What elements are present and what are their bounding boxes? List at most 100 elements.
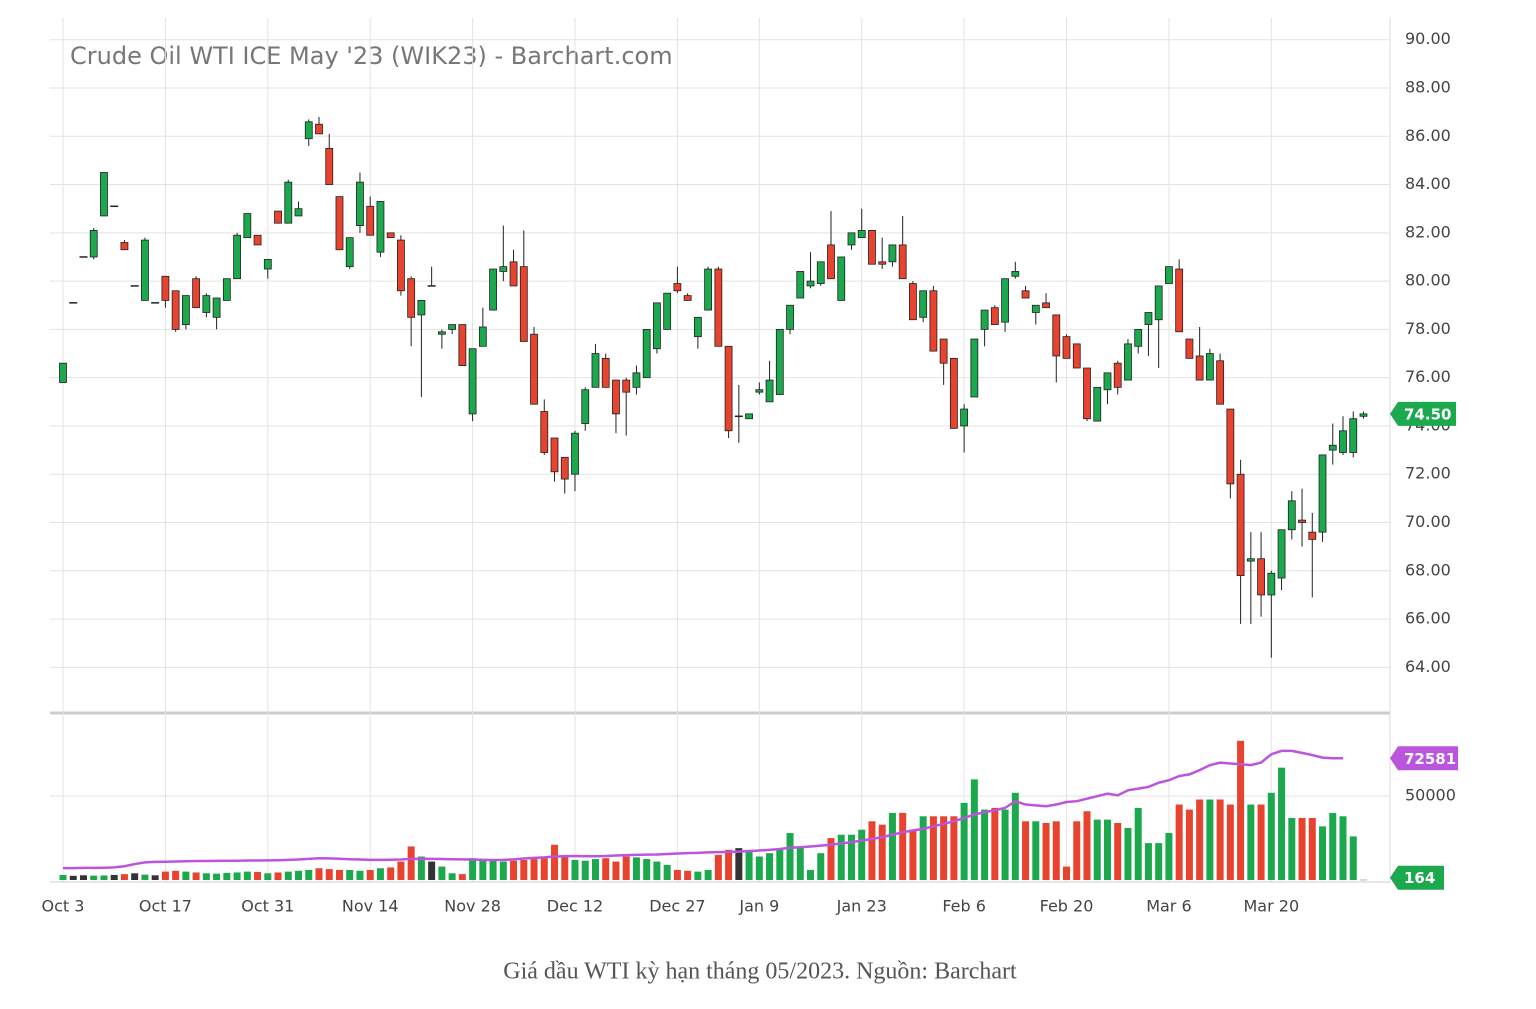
volume-bar bbox=[868, 821, 876, 880]
candle-body bbox=[1257, 558, 1265, 596]
volume-bar bbox=[1134, 807, 1142, 880]
volume-bar bbox=[1144, 843, 1152, 880]
candle-body bbox=[1165, 266, 1173, 284]
candle-body bbox=[1175, 268, 1184, 333]
volume-bar bbox=[243, 871, 251, 880]
candle-body bbox=[663, 292, 672, 330]
volume-bar bbox=[981, 809, 989, 880]
candle-body bbox=[1124, 343, 1132, 381]
candle-body bbox=[1226, 408, 1235, 485]
caption: Giá dầu WTI kỳ hạn tháng 05/2023. Nguồn:… bbox=[503, 959, 1017, 985]
candle-body bbox=[1267, 572, 1276, 596]
candle-body bbox=[827, 244, 835, 280]
badge bbox=[1390, 746, 1458, 771]
volume-bar bbox=[1175, 804, 1183, 880]
volume-bar bbox=[1359, 879, 1367, 881]
candle-body bbox=[1134, 328, 1143, 347]
volume-bar bbox=[632, 857, 640, 880]
volume-bar bbox=[131, 873, 139, 880]
candle-body bbox=[171, 290, 180, 330]
candle-body bbox=[530, 333, 538, 405]
candle-body bbox=[1001, 278, 1009, 323]
candle-body bbox=[376, 201, 385, 253]
volume-bar bbox=[233, 872, 241, 880]
volume-bar bbox=[776, 848, 784, 880]
volume-bar bbox=[202, 873, 210, 880]
x-tick-label: Oct 3 bbox=[42, 897, 85, 916]
volume-bar bbox=[1032, 821, 1040, 880]
volume-bar bbox=[1124, 828, 1132, 880]
candle-body bbox=[181, 295, 190, 325]
candle-body bbox=[192, 278, 201, 309]
volume-bar bbox=[602, 858, 610, 880]
candle-body bbox=[745, 413, 753, 420]
volume-bar bbox=[909, 829, 917, 880]
volume-bar bbox=[1185, 809, 1193, 880]
candle-body bbox=[857, 230, 866, 239]
candle-body bbox=[489, 268, 497, 311]
candle-body bbox=[550, 437, 559, 473]
volume-bar bbox=[878, 824, 886, 880]
volume-bar bbox=[817, 853, 825, 880]
volume-bar bbox=[407, 846, 415, 880]
volume-bar bbox=[796, 846, 804, 880]
volume-bar bbox=[991, 807, 999, 880]
candle-body bbox=[1298, 519, 1306, 523]
ma-label: 72581 bbox=[1404, 750, 1456, 768]
volume-bar bbox=[888, 812, 896, 880]
candle-body bbox=[601, 357, 610, 388]
candle-body bbox=[816, 261, 825, 284]
volume-bar bbox=[315, 868, 323, 880]
x-tick-label: Dec 12 bbox=[547, 897, 603, 916]
volume-bar bbox=[858, 829, 866, 880]
volume-bar bbox=[1022, 821, 1030, 880]
candle-body bbox=[612, 379, 620, 415]
volume-bar bbox=[704, 869, 712, 880]
candle-body bbox=[202, 295, 211, 313]
badge bbox=[1390, 401, 1456, 426]
volume-bar bbox=[1206, 799, 1214, 880]
volume-bar bbox=[284, 871, 292, 880]
candle-body bbox=[1318, 454, 1327, 533]
candle-body bbox=[560, 456, 569, 480]
candle-body bbox=[356, 181, 364, 226]
volume-bar bbox=[1339, 816, 1347, 880]
volume-bar bbox=[551, 844, 559, 880]
y-tick-label: 66.00 bbox=[1405, 609, 1451, 628]
volume-bar bbox=[919, 816, 927, 880]
candle-body bbox=[407, 278, 416, 318]
volume-bar bbox=[694, 871, 702, 880]
candle-body bbox=[632, 372, 641, 388]
volume-bar bbox=[223, 872, 231, 880]
volume-bar bbox=[1308, 817, 1316, 880]
candle-body bbox=[509, 261, 518, 287]
y-tick-label: 84.00 bbox=[1405, 174, 1451, 193]
volume-bar bbox=[530, 859, 538, 880]
volume-bar bbox=[1155, 843, 1163, 880]
volume-bar bbox=[1288, 817, 1296, 880]
candle-body bbox=[1287, 500, 1296, 531]
volume-bar bbox=[213, 873, 221, 880]
candle-body bbox=[1113, 362, 1122, 388]
candle-body bbox=[1072, 343, 1081, 369]
candle-body bbox=[1062, 336, 1071, 359]
x-tick-label: Feb 6 bbox=[942, 897, 986, 916]
volume-bar bbox=[653, 861, 661, 880]
volume-bar bbox=[346, 869, 354, 880]
volume-bar bbox=[79, 875, 87, 880]
x-tick-label: Mar 6 bbox=[1146, 897, 1191, 916]
candle-body bbox=[1031, 304, 1040, 313]
candle-body bbox=[653, 302, 661, 350]
volume-bar bbox=[110, 874, 118, 880]
volume-bar bbox=[786, 833, 794, 880]
candle-body bbox=[1154, 285, 1163, 321]
volume-bar bbox=[141, 874, 149, 880]
candle-body bbox=[591, 353, 600, 388]
volume-bar bbox=[766, 853, 774, 880]
candle-body bbox=[1185, 338, 1194, 359]
volume-bar bbox=[1196, 799, 1204, 880]
volume-bar bbox=[59, 874, 67, 880]
volume-bar bbox=[684, 870, 692, 880]
candle-body bbox=[335, 196, 344, 251]
